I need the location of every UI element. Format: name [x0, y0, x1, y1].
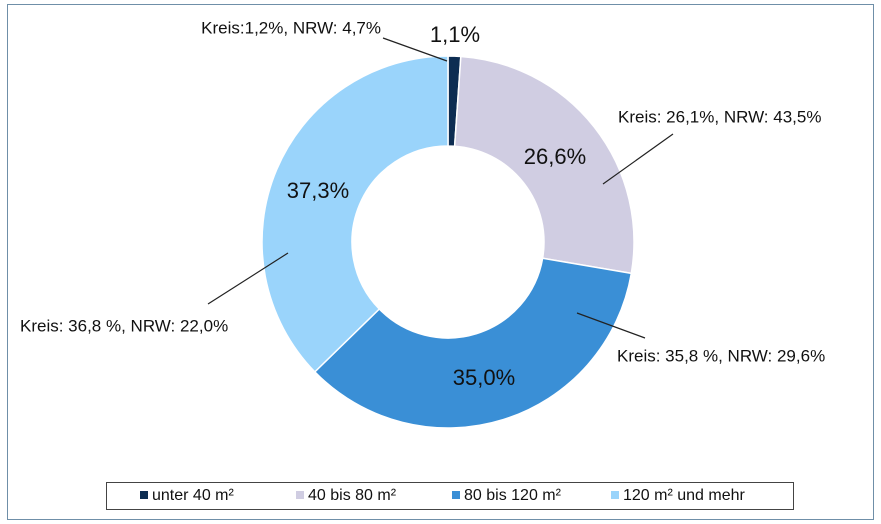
legend-swatch	[452, 491, 460, 499]
donut-slice	[453, 55, 635, 275]
donut-slice	[261, 55, 449, 373]
legend-label: unter 40 m²	[152, 487, 234, 504]
donut-slice	[313, 257, 633, 429]
legend-swatch	[140, 491, 148, 499]
legend-label: 40 bis 80 m²	[308, 487, 397, 504]
leader-line	[382, 37, 448, 62]
annotation: Kreis: 36,8 %, NRW: 22,0%	[20, 316, 228, 335]
legend-label: 120 m² und mehr	[623, 487, 746, 504]
annotation: Kreis: 35,8 %, NRW: 29,6%	[617, 346, 825, 365]
value-label: 26,6%	[524, 144, 586, 169]
annotation: Kreis:1,2%, NRW: 4,7%	[201, 18, 381, 37]
leader-line	[602, 133, 674, 185]
legend-swatch	[296, 491, 304, 499]
leader-line	[207, 252, 289, 305]
leader-lines	[207, 37, 674, 339]
value-label: 35,0%	[453, 365, 515, 390]
legend-label: 80 bis 120 m²	[464, 487, 562, 504]
value-label: 1,1%	[430, 22, 480, 47]
legend-box	[106, 482, 794, 510]
value-label: 37,3%	[287, 178, 349, 203]
legend-swatch	[611, 491, 619, 499]
leader-line	[576, 312, 646, 339]
annotation: Kreis: 26,1%, NRW: 43,5%	[618, 107, 821, 126]
